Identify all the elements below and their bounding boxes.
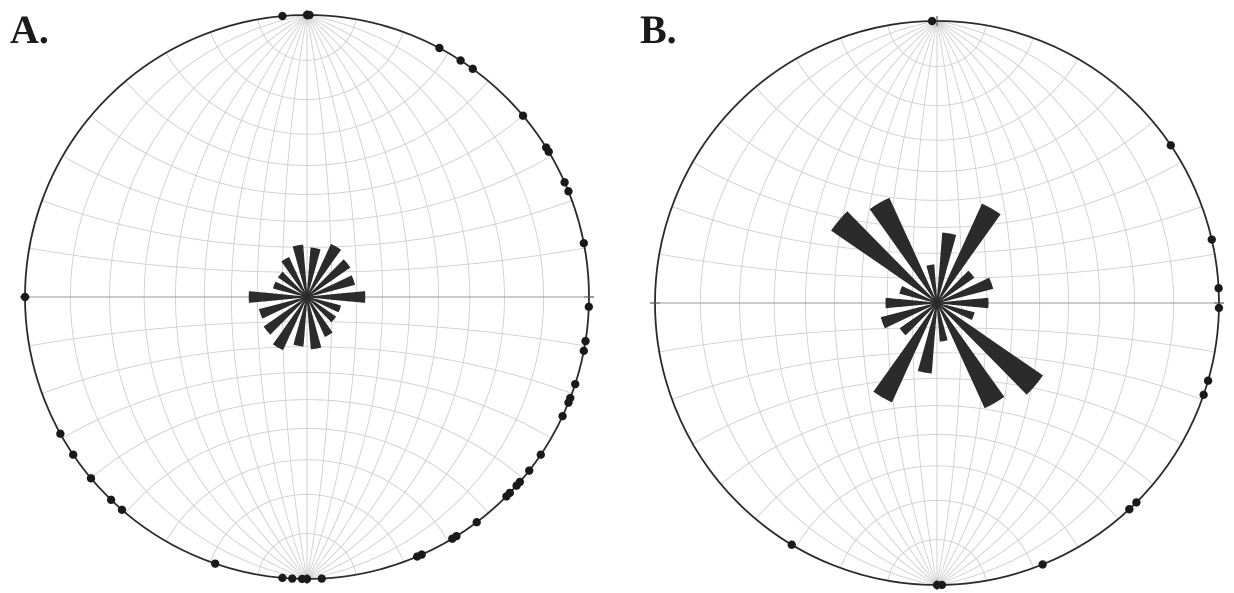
- pole-point: [1125, 505, 1134, 514]
- pole-point: [512, 481, 521, 490]
- pole-point: [210, 559, 220, 568]
- pole-point: [581, 336, 590, 346]
- pole-point: [317, 574, 326, 583]
- pole-point: [536, 450, 545, 459]
- pole-point: [525, 466, 534, 475]
- pole-point: [448, 534, 457, 543]
- pole-point: [927, 16, 937, 26]
- pole-point: [558, 411, 567, 421]
- pole-point: [1199, 390, 1208, 400]
- pole-point: [1214, 303, 1224, 313]
- pole-point: [560, 178, 569, 187]
- rose-petal: [272, 281, 342, 313]
- pole-point: [564, 398, 573, 407]
- pole-point: [579, 238, 589, 248]
- pole-point: [86, 474, 96, 483]
- rose-petal: [285, 277, 329, 317]
- stereonet-a: [20, 10, 594, 584]
- pole-point: [584, 302, 594, 312]
- pole-point: [1214, 284, 1223, 293]
- pole-point: [412, 552, 422, 561]
- rose-petal: [904, 275, 970, 331]
- pole-point: [518, 111, 528, 120]
- rose-petal: [880, 277, 994, 329]
- pole-point: [502, 492, 511, 501]
- rose-petal: [889, 261, 985, 345]
- pole-point: [435, 43, 444, 53]
- pole-point: [472, 518, 481, 527]
- pole-point: [106, 495, 116, 505]
- pole-point: [468, 64, 477, 74]
- pole-point: [278, 11, 287, 21]
- pole-point: [1207, 235, 1216, 244]
- pole-point: [69, 450, 78, 459]
- pole-point: [456, 56, 465, 65]
- rose-petal: [263, 259, 351, 335]
- pole-point: [932, 580, 942, 590]
- rose-petal: [283, 259, 331, 335]
- rose-petal: [281, 257, 333, 337]
- rose-petal: [899, 286, 975, 320]
- pole-point: [1166, 141, 1175, 150]
- pole-point: [117, 505, 127, 515]
- pole-point: [571, 379, 580, 389]
- rose-petal: [298, 264, 316, 330]
- pole-point: [1132, 498, 1141, 507]
- pole-point: [1203, 376, 1213, 385]
- pole-point: [564, 187, 573, 196]
- pole-point: [305, 10, 314, 20]
- rose-petal: [294, 250, 320, 344]
- pole-point: [544, 147, 553, 156]
- panel-b-label: B.: [640, 7, 677, 52]
- rose-petal: [928, 270, 946, 336]
- panel-a-label: A.: [10, 7, 49, 52]
- pole-point: [1038, 560, 1047, 569]
- pole-point: [297, 574, 307, 584]
- rose-petal: [917, 232, 957, 374]
- pole-point: [288, 574, 297, 583]
- pole-point: [278, 573, 287, 583]
- rose-petal: [258, 275, 356, 319]
- pole-point: [20, 292, 30, 302]
- pole-point: [56, 429, 65, 438]
- pole-point: [579, 346, 589, 356]
- stereonet-b: [650, 16, 1224, 590]
- rose-petal: [926, 264, 948, 342]
- pole-point: [787, 540, 796, 549]
